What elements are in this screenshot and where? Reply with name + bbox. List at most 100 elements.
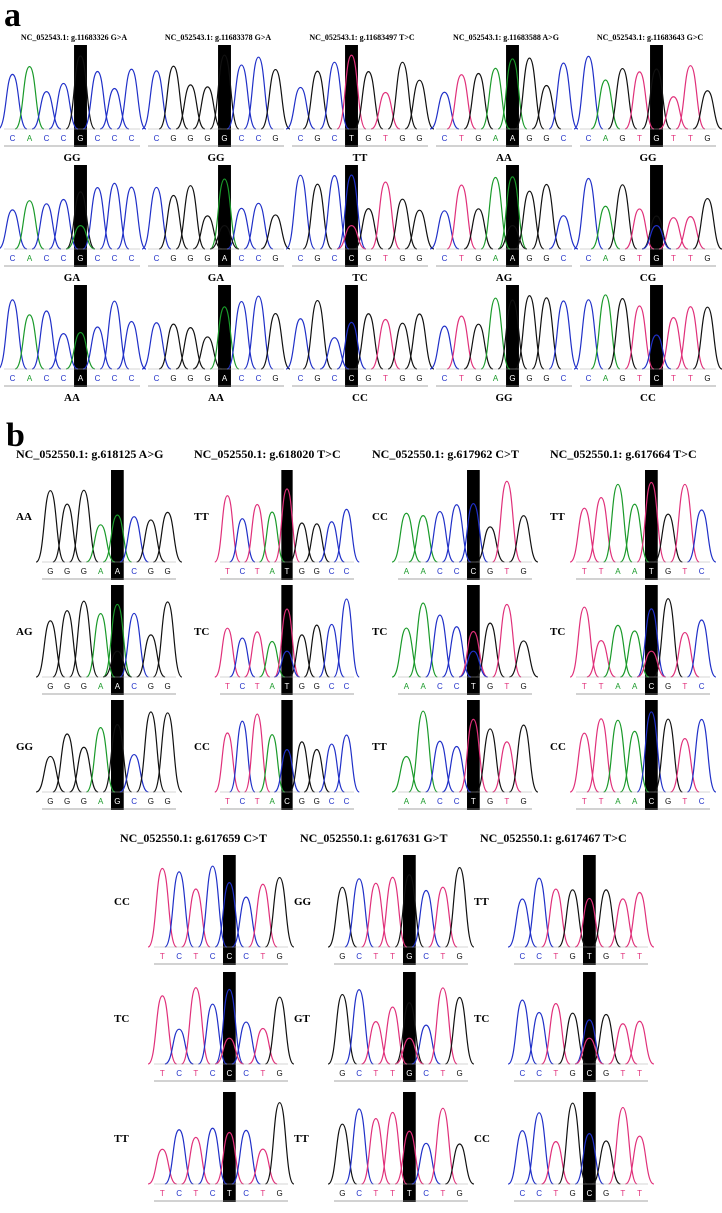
trace-peak <box>463 208 494 250</box>
trace-peak <box>86 524 116 563</box>
base-call: A <box>404 797 410 806</box>
trace-peak <box>441 504 472 563</box>
trace-peak <box>214 1037 244 1065</box>
trace-peak <box>391 755 421 793</box>
base-call: G <box>314 567 320 576</box>
trace-peak <box>509 640 539 678</box>
base-call: C <box>648 682 654 691</box>
base-call: T <box>504 682 509 691</box>
site-highlight <box>645 585 658 695</box>
base-call: T <box>637 374 642 383</box>
base-call: A <box>632 567 638 576</box>
base-call: C <box>154 374 160 383</box>
base-call: T <box>671 254 676 263</box>
base-call: G <box>272 254 278 263</box>
base-call: T <box>599 797 604 806</box>
trace-peak <box>229 637 256 678</box>
base-call: G <box>148 682 154 691</box>
site-highlight <box>345 165 358 267</box>
trace-peak <box>586 718 616 793</box>
trace-peak <box>590 205 621 250</box>
trace-peak <box>394 1037 424 1065</box>
trace-peak <box>603 483 633 563</box>
trace-peak <box>458 630 488 678</box>
base-call: G <box>339 1069 345 1078</box>
base-call: G <box>165 682 171 691</box>
base-call: T <box>225 567 230 576</box>
genotype-label: GG <box>294 896 312 908</box>
base-call: T <box>504 797 509 806</box>
trace-peak <box>411 889 441 948</box>
trace-peak <box>391 627 421 678</box>
base-call: C <box>226 1069 232 1078</box>
base-call: G <box>487 797 493 806</box>
base-call: C <box>176 952 182 961</box>
site-highlight <box>218 45 231 147</box>
trace-peak <box>377 876 408 948</box>
trace-peak <box>333 734 360 793</box>
base-call: T <box>688 134 693 143</box>
base-call: C <box>586 134 592 143</box>
base-call: T <box>459 374 464 383</box>
site-highlight <box>650 45 663 147</box>
base-call: C <box>210 1069 216 1078</box>
base-call: G <box>653 134 659 143</box>
trace-peak <box>248 1148 278 1185</box>
trace-peak <box>507 1130 537 1185</box>
base-call: T <box>440 952 445 961</box>
genotype-label: CC <box>550 741 566 753</box>
base-call: T <box>637 1189 642 1198</box>
site-highlight <box>223 1092 236 1202</box>
base-call: C <box>356 952 362 961</box>
trace-peak <box>370 91 401 130</box>
trace-peak <box>336 321 367 370</box>
trace-peak <box>361 882 391 948</box>
base-call: G <box>170 134 176 143</box>
site-highlight <box>345 45 358 147</box>
trace-peak <box>82 326 113 370</box>
site-highlight <box>645 470 658 580</box>
base-call: G <box>81 682 87 691</box>
trace-peak <box>99 182 130 250</box>
trace-peak <box>319 337 350 370</box>
base-call: G <box>416 134 422 143</box>
trace-peak <box>303 624 331 678</box>
trace-peak <box>625 1135 655 1185</box>
trace-peak <box>175 185 206 250</box>
site-highlight <box>583 855 596 965</box>
trace-peak <box>636 650 666 678</box>
base-call: C <box>243 1189 249 1198</box>
base-call: C <box>356 1189 362 1198</box>
base-call: C <box>129 134 135 143</box>
base-call: G <box>399 374 405 383</box>
base-call: G <box>603 952 609 961</box>
base-call: T <box>383 374 388 383</box>
base-call: T <box>373 1189 378 1198</box>
base-call: G <box>314 374 320 383</box>
site-highlight <box>74 285 87 387</box>
base-call: G <box>704 254 710 263</box>
trace-peak <box>687 509 717 563</box>
base-call: G <box>619 134 625 143</box>
trace-peak <box>48 198 79 250</box>
genotype-label: TC <box>194 626 209 638</box>
trace-peak <box>624 891 655 948</box>
base-call: G <box>704 374 710 383</box>
base-call: C <box>329 567 335 576</box>
base-call: G <box>277 1189 283 1198</box>
base-call: A <box>615 797 621 806</box>
base-call: T <box>553 1069 558 1078</box>
base-call: T <box>285 682 290 691</box>
base-call: T <box>193 1189 198 1198</box>
genotype-label: GG <box>495 392 513 404</box>
base-call: C <box>654 374 660 383</box>
snp-title: NC_052543.1: g.11683588 A>G <box>453 33 559 42</box>
trace-peak <box>548 215 579 250</box>
trace-peak <box>226 64 257 130</box>
base-call: T <box>620 952 625 961</box>
site-highlight <box>583 1092 596 1202</box>
trace-peak <box>463 72 494 130</box>
base-call: G <box>365 254 371 263</box>
base-call: C <box>239 374 245 383</box>
trace-peak <box>141 322 172 370</box>
